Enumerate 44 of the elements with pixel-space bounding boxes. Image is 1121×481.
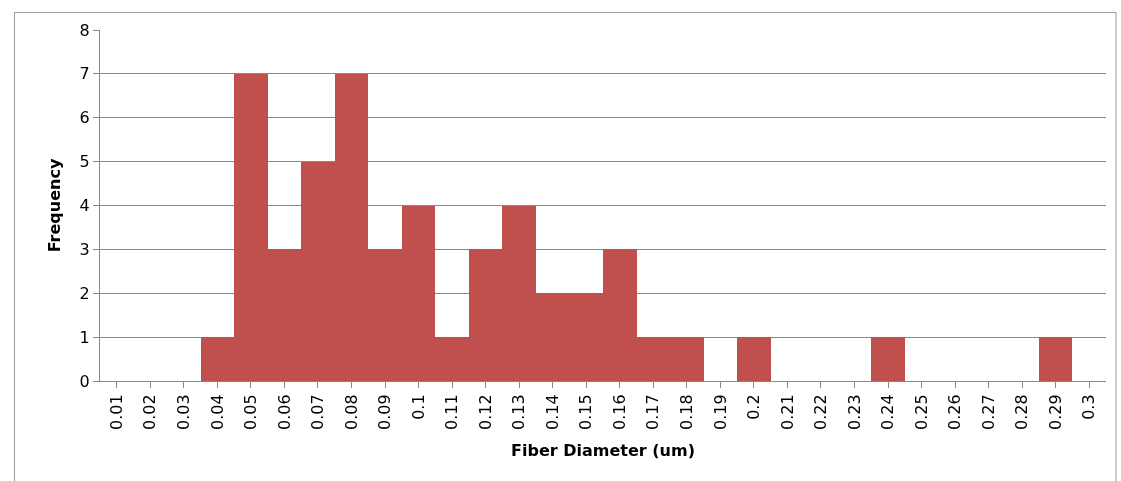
x-tick-label: 0.02 [140, 394, 160, 431]
x-tick-label: 0.22 [811, 394, 831, 431]
x-tick-label: 0.17 [643, 394, 663, 431]
x-tick-label: 0.3 [1079, 394, 1099, 420]
y-tick-label: 6 [79, 108, 90, 128]
y-tick-label: 3 [79, 239, 90, 259]
y-tick-label: 0 [79, 371, 90, 391]
x-tick-label: 0.16 [609, 394, 629, 431]
x-tick-label: 0.01 [106, 394, 126, 431]
x-tick-label: 0.07 [308, 394, 328, 431]
x-tick-label: 0.11 [442, 394, 462, 431]
y-tick-label: 4 [79, 196, 90, 216]
x-tick-label: 0.18 [677, 394, 697, 431]
x-tick-label: 0.26 [945, 394, 965, 431]
x-tick-label: 0.27 [978, 394, 998, 431]
x-tick-label: 0.29 [1045, 394, 1065, 431]
y-tick-label: 8 [79, 20, 90, 40]
x-tick-label: 0.13 [509, 394, 529, 431]
x-axis-title: Fiber Diameter (um) [511, 440, 695, 460]
x-tick-label: 0.15 [576, 394, 596, 431]
x-tick-label: 0.08 [341, 394, 361, 431]
bar [871, 337, 905, 381]
y-tick-label: 2 [79, 283, 90, 303]
x-tick-label: 0.28 [1012, 394, 1032, 431]
x-tick-label: 0.05 [241, 394, 261, 431]
y-tick-label: 1 [79, 327, 90, 347]
bar [737, 337, 771, 381]
y-axis-title: Frequency [44, 158, 64, 253]
x-tick-label: 0.24 [878, 394, 898, 431]
x-tick-label: 0.1 [408, 394, 428, 420]
x-tick-label: 0.03 [174, 394, 194, 431]
x-tick-label: 0.2 [744, 394, 764, 420]
x-tick-label: 0.12 [475, 394, 495, 431]
x-tick-label: 0.04 [207, 394, 227, 431]
x-tick-label: 0.25 [911, 394, 931, 431]
y-tick-label: 7 [79, 64, 90, 84]
bar [1039, 337, 1072, 381]
x-tick-label: 0.19 [710, 394, 730, 431]
x-tick-label: 0.21 [777, 394, 797, 431]
x-tick-label: 0.23 [844, 394, 864, 431]
x-tick-label: 0.09 [375, 394, 395, 431]
y-tick-label: 5 [79, 152, 90, 172]
x-tick-label: 0.06 [274, 394, 294, 431]
x-tick-label: 0.14 [542, 394, 562, 431]
